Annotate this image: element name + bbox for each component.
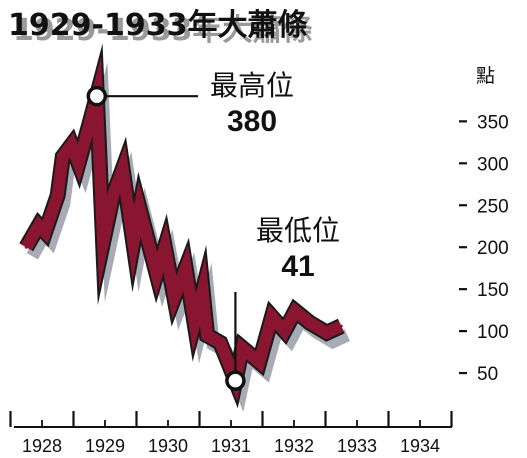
y-tick-label-350: 350	[477, 112, 509, 133]
x-tick-label-1933: 1933	[337, 436, 377, 456]
y-tick-label-100: 100	[477, 322, 509, 343]
data-point	[155, 272, 159, 276]
trough-label: 最低位	[256, 214, 340, 247]
data-point	[339, 324, 343, 328]
data-point	[87, 123, 91, 127]
data-point	[61, 155, 65, 159]
data-point	[24, 245, 28, 249]
data-point	[172, 296, 176, 300]
y-tick-label-200: 200	[477, 238, 509, 259]
series-lines	[19, 43, 350, 413]
peak-marker	[86, 85, 108, 107]
x-tick-label-1928: 1928	[22, 436, 62, 456]
data-point	[163, 245, 167, 249]
data-point	[227, 363, 231, 367]
data-point	[257, 360, 261, 364]
data-point	[218, 341, 222, 345]
data-point	[325, 331, 329, 335]
data-point	[77, 161, 81, 165]
data-point	[131, 241, 135, 245]
y-tick-label-250: 250	[477, 196, 509, 217]
data-point	[184, 266, 188, 270]
data-point	[138, 207, 142, 211]
y-tick-label-150: 150	[477, 280, 509, 301]
y-axis-label: 點	[476, 65, 495, 87]
data-point	[205, 333, 209, 337]
data-point	[111, 193, 115, 197]
data-point	[293, 309, 297, 313]
chart-title-text: 1929-1933年大蕭條	[8, 8, 307, 43]
chart-title: 1929-1933年大蕭條 1929-1933年大蕭條	[8, 8, 312, 48]
data-point	[201, 289, 205, 293]
trough-marker	[225, 370, 246, 391]
data-point	[283, 329, 287, 333]
data-point	[121, 167, 125, 171]
x-tick-label-1929: 1929	[85, 436, 125, 456]
peak-label: 最高位	[210, 69, 294, 102]
y-axis: 50 100 150 200 250 300 350	[459, 112, 509, 385]
trough-value: 41	[281, 250, 314, 283]
data-point	[240, 346, 244, 350]
data-point	[270, 315, 274, 319]
data-point	[192, 321, 196, 325]
data-point	[37, 223, 41, 227]
y-tick-label-50: 50	[477, 364, 498, 385]
x-tick-label-1932: 1932	[274, 436, 314, 456]
x-tick-label-1931: 1931	[211, 436, 251, 456]
data-point	[70, 143, 74, 147]
x-tick-label-1934: 1934	[400, 436, 440, 456]
data-point	[43, 230, 47, 234]
y-tick-label-300: 300	[477, 154, 509, 175]
peak-value: 380	[227, 105, 277, 138]
data-point	[56, 193, 60, 197]
data-point	[308, 321, 312, 325]
data-point	[101, 240, 105, 244]
x-axis: 1928 1929 1930 1931 1932 1933 1934	[9, 411, 453, 456]
x-tick-label-1930: 1930	[148, 436, 188, 456]
series-0-line	[21, 56, 344, 402]
chart-title-shadow: 1929-1933年大蕭條	[13, 13, 312, 48]
